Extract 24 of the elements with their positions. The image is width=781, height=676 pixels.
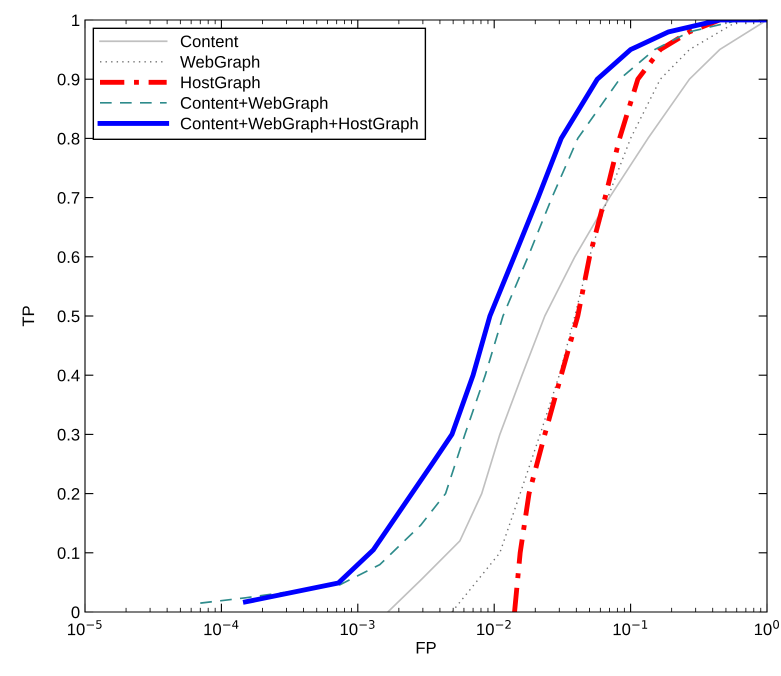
legend-label: Content+WebGraph	[180, 96, 328, 112]
x-tick-label: 10$^{−4}$	[204, 620, 238, 636]
y-tick-label: 1	[72, 14, 80, 26]
y-axis-title: TP	[22, 306, 34, 326]
y-tick-label: 0.9	[58, 74, 80, 86]
y-tick-label: 0.4	[58, 370, 80, 382]
y-tick-label: 0.8	[58, 132, 80, 145]
y-tick-label: 0.7	[58, 192, 80, 204]
y-tick-label: 0.6	[58, 251, 80, 264]
legend-label: HostGraph	[181, 76, 260, 92]
x-tick-label: 10$^{−5}$	[68, 620, 102, 636]
x-tick-label: 10$^{−2}$	[477, 620, 511, 636]
x-axis-title: FP	[416, 642, 436, 654]
legend-label: Content	[180, 35, 238, 48]
legend-label: Content+WebGraph+HostGraph	[180, 117, 418, 133]
legend-label: WebGraph	[180, 56, 260, 72]
y-tick-label: 0.1	[58, 547, 80, 560]
x-tick-label: 10$^{0}$	[754, 620, 780, 636]
y-tick-label: 0	[72, 606, 80, 618]
y-tick-label: 0.3	[58, 428, 80, 441]
y-tick-label: 0.5	[58, 310, 80, 322]
x-tick-label: 10$^{−3}$	[340, 620, 375, 636]
x-tick-label: 10$^{−1}$	[614, 620, 648, 636]
y-tick-label: 0.2	[58, 488, 80, 500]
